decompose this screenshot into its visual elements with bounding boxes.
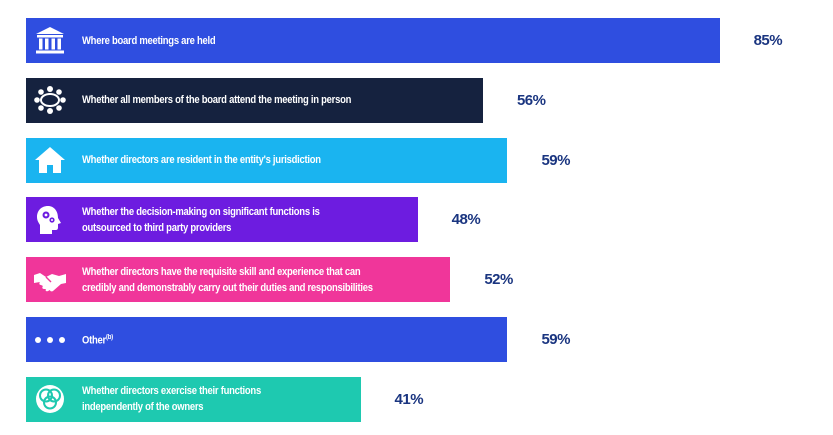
value-label: 56% [516, 91, 546, 109]
value-label: 59% [541, 151, 570, 169]
value-label: 59% [541, 331, 570, 348]
house-icon [30, 138, 70, 183]
bar-label: Whether the decision-making on significa… [82, 205, 320, 234]
footnote-marker: (b) [105, 334, 113, 342]
value-label: 48% [451, 211, 481, 229]
bar-5: Whether directors have the requisite ski… [26, 257, 451, 303]
bar-3: Whether directors are resident in the en… [26, 137, 508, 183]
bar-7: Whether directors exercise their functio… [26, 376, 361, 422]
bar-label: Whether directors exercise their functio… [82, 385, 261, 414]
value-label: 41% [394, 390, 424, 408]
bar-label: Where board meetings are held [82, 34, 216, 47]
value-label: 52% [484, 271, 513, 289]
bar-2: Whether all members of the board attend … [26, 77, 483, 123]
handshake-icon [30, 257, 70, 302]
head-gears-icon [30, 197, 70, 242]
bar-4: Whether the decision-making on significa… [26, 197, 418, 243]
bar-label: Whether all members of the board attend … [82, 94, 352, 107]
value-label: 85% [753, 32, 783, 49]
dots-icon [30, 317, 70, 362]
bar-label: Other(b) [82, 334, 113, 347]
venn-icon [30, 377, 70, 422]
bar-label: Whether directors have the requisite ski… [82, 265, 373, 294]
meeting-table-icon [30, 78, 70, 123]
bank-icon [30, 18, 70, 63]
bar-6: Other(b) [26, 317, 508, 362]
bar-1: Where board meetings are held [26, 18, 720, 63]
bar-label: Whether directors are resident in the en… [82, 154, 321, 167]
